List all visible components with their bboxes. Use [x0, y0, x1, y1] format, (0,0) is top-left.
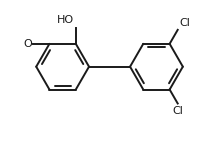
Text: O: O: [23, 39, 32, 49]
Text: Cl: Cl: [172, 106, 183, 116]
Text: Cl: Cl: [179, 18, 190, 28]
Text: HO: HO: [57, 16, 74, 25]
